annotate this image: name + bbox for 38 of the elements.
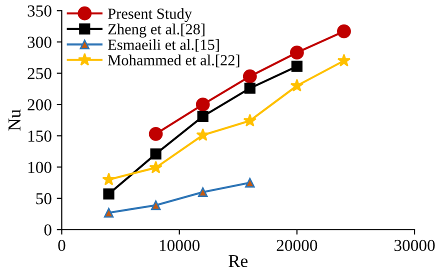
legend-label: Zheng et al.[28] [108,24,204,38]
y-tick-label: 100 [28,162,52,174]
point [104,208,114,218]
point [337,24,351,38]
point [148,126,163,141]
point [198,187,208,197]
point [149,160,162,174]
x-tick-label: 0 [58,240,66,252]
point [290,78,304,92]
point [245,178,255,188]
point [291,60,302,72]
y-tick-label: 200 [28,99,52,110]
x-tick-label: 20000 [276,240,318,252]
legend-label: Esmaeili et al.[15] [108,39,219,52]
y-tick-label: 300 [28,36,52,48]
y-tick-label: 50 [36,193,52,204]
point [244,82,256,94]
y-tick-label: 350 [28,5,52,17]
legend-label: Present Study [108,8,192,22]
point [242,69,257,84]
point [150,148,162,160]
y-tick-label: 250 [28,68,52,80]
y-axis-title: Nu [8,109,21,131]
point [150,200,161,210]
point [102,172,116,186]
legend-label: Mohammed et al.[22] [108,54,240,68]
point [337,54,351,66]
point [290,46,304,60]
x-axis-title: Re [228,255,248,267]
point [243,114,257,127]
point [196,128,210,141]
x-tick-label: 10000 [160,240,200,252]
y-tick-label: 0 [44,224,52,236]
y-tick-label: 150 [28,130,52,142]
point [103,188,114,200]
point [197,110,208,122]
x-tick-label: 30000 [394,240,435,252]
point [196,98,210,112]
